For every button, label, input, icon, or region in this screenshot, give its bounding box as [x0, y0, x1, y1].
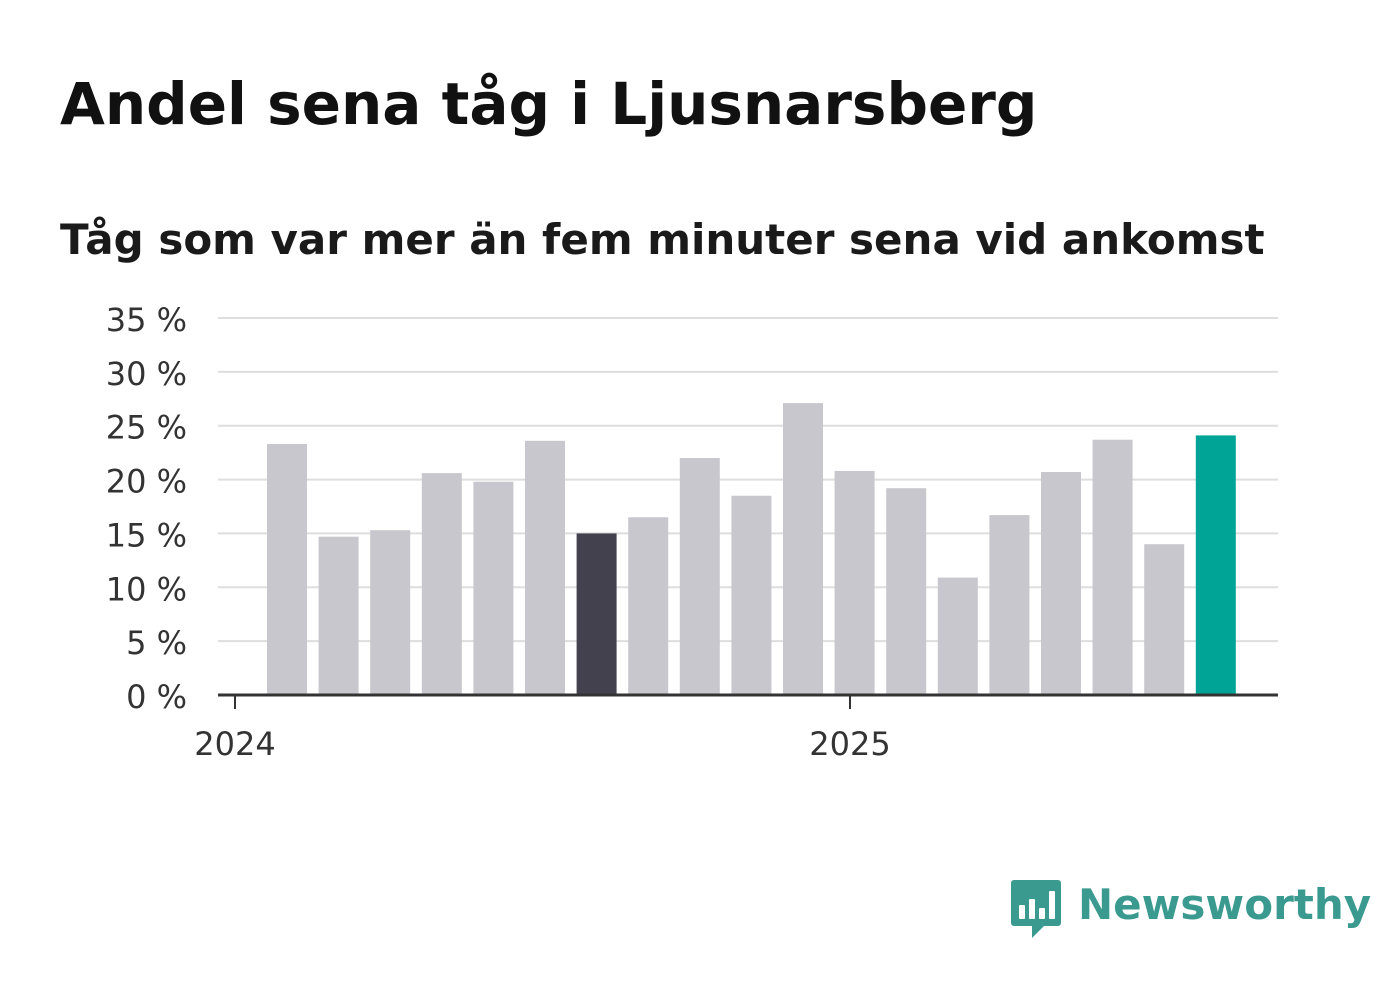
- brand-name: Newsworthy: [1078, 880, 1372, 929]
- bar: [421, 473, 462, 695]
- y-tick-label: 15 %: [106, 516, 187, 554]
- y-axis-tick-labels: 0 % 5 % 10 % 15 % 20 % 25 % 30 % 35 %: [106, 301, 187, 716]
- y-tick-label: 30 %: [106, 355, 187, 393]
- y-tick-label: 20 %: [106, 463, 187, 501]
- y-tick-label: 10 %: [106, 570, 187, 608]
- bar: [989, 515, 1030, 695]
- y-tick-label: 5 %: [126, 624, 187, 662]
- bar: [628, 517, 669, 695]
- bar: [937, 577, 978, 695]
- bar: [731, 495, 772, 695]
- bar-chart-speech-bubble-icon: [1011, 880, 1061, 938]
- bar: [1092, 439, 1133, 695]
- bar: [679, 458, 720, 695]
- bar: [886, 488, 927, 695]
- y-tick-label: 35 %: [106, 301, 187, 339]
- bar: [1144, 544, 1185, 695]
- bar: [267, 444, 307, 695]
- y-tick-label: 25 %: [106, 409, 187, 447]
- x-tick-label: 2024: [194, 725, 275, 763]
- bar: [834, 470, 875, 695]
- bar: [318, 536, 359, 695]
- chart-subtitle: Tåg som var mer än fem minuter sena vid …: [60, 215, 1265, 264]
- bar: [370, 530, 411, 695]
- bar: [525, 440, 565, 695]
- bar-highlighted: [576, 533, 617, 695]
- bar: [1041, 472, 1081, 695]
- newsworthy-logo: Newsworthy: [1010, 878, 1371, 942]
- y-tick-label: 0 %: [126, 678, 187, 716]
- chart-title: Andel sena tåg i Ljusnarsberg: [60, 70, 1038, 138]
- bar: [473, 481, 514, 695]
- x-tick-label: 2025: [809, 725, 890, 763]
- bar: [783, 403, 823, 695]
- bar-latest: [1195, 435, 1236, 695]
- x-axis: 2024 2025: [194, 693, 1278, 763]
- bars: [267, 403, 1236, 695]
